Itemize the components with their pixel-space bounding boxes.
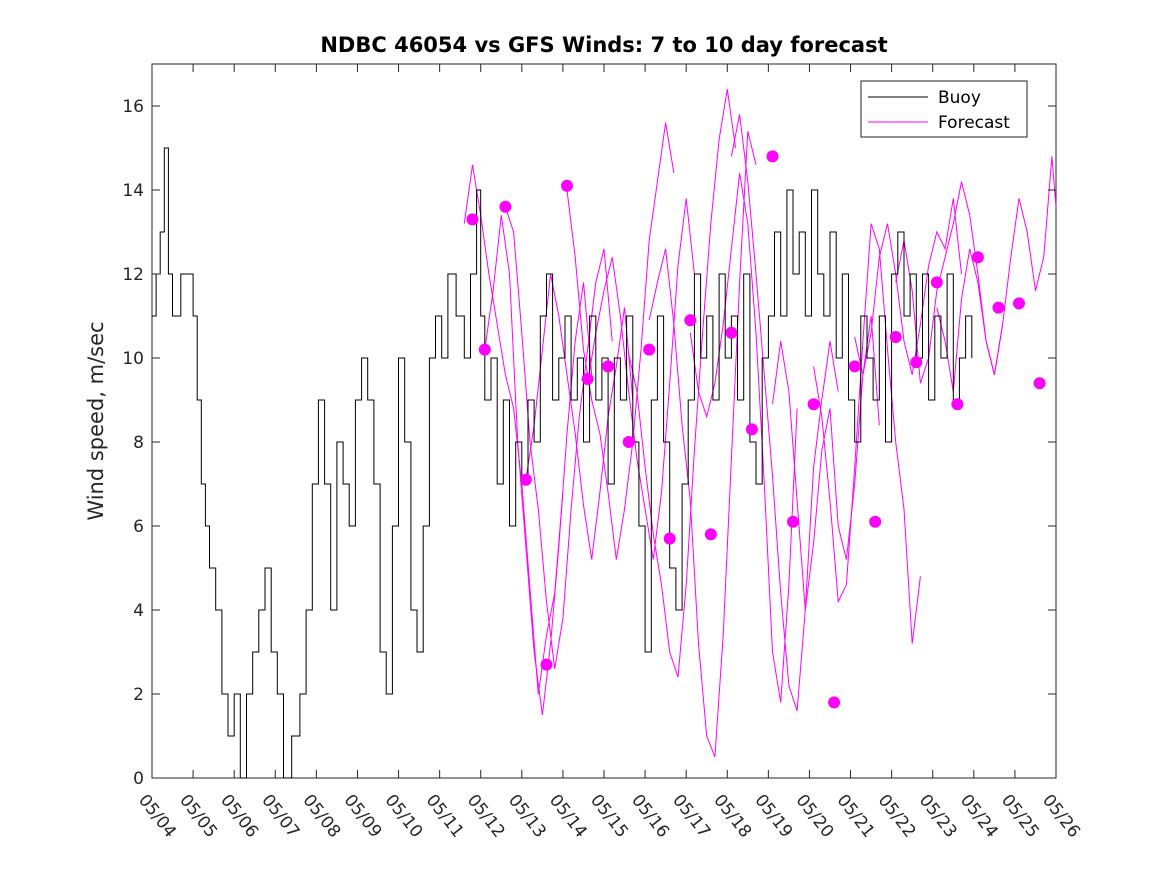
y-tick-label: 6 — [133, 517, 144, 537]
y-tick-label: 16 — [122, 97, 144, 117]
chart-title: NDBC 46054 vs GFS Winds: 7 to 10 day for… — [320, 33, 887, 57]
forecast-marker — [787, 515, 799, 528]
forecast-marker — [951, 398, 964, 411]
forecast-run-line — [813, 223, 921, 644]
buoy-line — [152, 147, 973, 779]
x-tick-label: 05/12 — [463, 791, 509, 842]
legend-box — [860, 80, 1028, 138]
forecast-marker — [1033, 377, 1046, 390]
x-tick-label: 05/16 — [627, 791, 673, 842]
x-tick-label: 05/13 — [504, 791, 550, 842]
forecast-marker — [889, 331, 902, 343]
forecast-lines — [463, 89, 1057, 758]
forecast-marker — [540, 658, 553, 671]
forecast-run-line — [936, 156, 1057, 392]
x-tick-label: 05/24 — [956, 791, 1002, 842]
y-tick-label: 14 — [122, 181, 144, 201]
forecast-marker — [971, 251, 984, 264]
forecast-marker — [622, 436, 635, 448]
forecast-marker — [1013, 297, 1025, 310]
forecast-marker — [910, 356, 923, 369]
forecast-run-line — [772, 315, 880, 611]
forecast-marker — [643, 343, 656, 356]
x-tick-label: 05/26 — [1038, 791, 1084, 842]
forecast-run-line — [484, 215, 593, 716]
forecast-marker — [663, 532, 676, 545]
forecast-run-line — [689, 173, 798, 703]
buoy-series-line — [152, 147, 973, 779]
y-tick-label: 2 — [133, 685, 144, 705]
forecast-marker — [581, 373, 594, 385]
x-tick-label: 05/07 — [257, 791, 303, 842]
y-tick-label: 10 — [122, 349, 144, 369]
legend-label-forecast: Forecast — [938, 113, 1010, 133]
x-tick-label: 05/25 — [997, 791, 1043, 842]
y-tick-label: 8 — [133, 433, 144, 453]
y-axis: 0 2 4 6 8 10 12 14 16 — [122, 97, 1056, 789]
forecast-marker — [992, 301, 1005, 314]
forecast-marker — [745, 423, 758, 436]
x-tick-label: 05/08 — [298, 791, 344, 842]
legend: Buoy Forecast — [860, 80, 1028, 138]
x-tick-label: 05/04 — [134, 791, 180, 842]
forecast-marker — [602, 360, 615, 373]
x-tick-label: 05/23 — [915, 791, 961, 842]
y-tick-label: 4 — [133, 601, 144, 621]
forecast-marker — [766, 150, 779, 163]
forecast-markers — [466, 150, 1046, 709]
y-axis-label: Wind speed, m/sec — [84, 321, 108, 520]
forecast-marker — [499, 200, 512, 213]
x-tick-label: 05/05 — [175, 791, 221, 842]
forecast-marker — [478, 343, 491, 356]
x-tick-label: 05/17 — [668, 791, 714, 842]
x-tick-label: 05/22 — [874, 791, 920, 842]
forecast-run-line — [628, 89, 736, 678]
x-tick-label: 05/06 — [216, 791, 262, 842]
forecast-run-line — [854, 198, 962, 375]
forecast-marker — [561, 179, 573, 192]
forecast-marker — [848, 360, 861, 373]
forecast-run-line — [525, 273, 634, 560]
x-tick-label: 05/18 — [709, 791, 755, 842]
forecast-run-line — [504, 206, 613, 669]
x-tick-label: 05/19 — [750, 791, 796, 842]
y-tick-label: 12 — [122, 265, 144, 285]
x-tick-label: 05/20 — [792, 791, 838, 842]
x-tick-label: 05/11 — [422, 791, 468, 842]
forecast-marker — [869, 515, 882, 528]
axes-box — [151, 63, 1057, 779]
x-tick-label: 05/09 — [340, 791, 386, 842]
x-tick-label: 05/15 — [586, 791, 632, 842]
plot-area — [151, 63, 1057, 779]
forecast-marker — [704, 528, 717, 541]
legend-label-buoy: Buoy — [938, 88, 981, 108]
x-tick-label: 05/21 — [833, 791, 879, 842]
forecast-marker — [684, 314, 697, 327]
forecast-marker — [807, 398, 820, 411]
x-tick-label: 05/10 — [381, 791, 427, 842]
forecast-marker — [725, 326, 738, 339]
forecast-marker — [828, 696, 841, 709]
forecast-marker — [519, 473, 532, 486]
forecast-run-line — [566, 122, 675, 560]
forecast-run-line — [648, 131, 757, 758]
forecast-marker — [930, 276, 943, 289]
forecast-marker — [466, 213, 479, 226]
forecast-run-line — [587, 198, 695, 560]
y-tick-label: 0 — [133, 769, 144, 789]
x-tick-label: 05/14 — [545, 791, 591, 842]
